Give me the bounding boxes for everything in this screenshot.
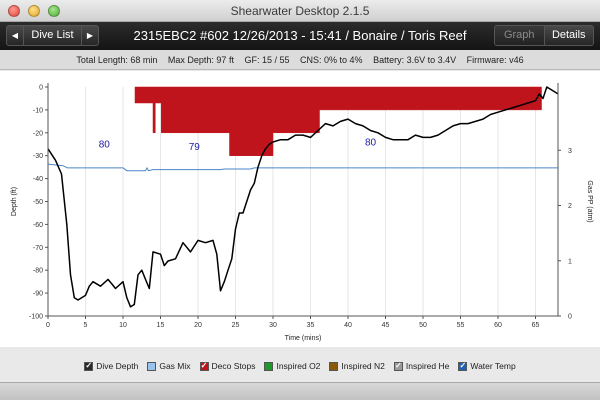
right-tick-label-1: 1 — [568, 258, 572, 265]
legend-deco-stops-label: Deco Stops — [211, 361, 256, 371]
battery: Battery: 3.6V to 3.4V — [373, 55, 457, 65]
legend-dive-depth[interactable]: ✓ Dive Depth — [84, 361, 138, 371]
legend-deco-stops[interactable]: ✓ Deco Stops — [199, 361, 256, 371]
x-tick-label-20: 20 — [194, 322, 202, 329]
left-tick-label--40: -40 — [33, 176, 43, 183]
temperature-label-0: 80 — [99, 140, 111, 151]
water-temp-line — [47, 163, 558, 172]
status-bar — [0, 382, 600, 400]
legend-gas-mix[interactable]: Gas Mix — [147, 361, 191, 371]
graph-tab[interactable]: Graph — [495, 26, 545, 45]
legend-dive-depth-checkbox[interactable]: ✓ — [84, 361, 94, 371]
right-axis-title: Gas PP (atm) — [586, 180, 593, 222]
left-axis-title: Depth (ft) — [11, 187, 18, 216]
left-tick-label--60: -60 — [33, 222, 43, 229]
x-tick-label-40: 40 — [344, 322, 352, 329]
legend: ✓ Dive Depth Gas Mix ✓ Deco Stops Inspired O2… — [0, 354, 600, 378]
x-tick-label-65: 65 — [532, 322, 540, 329]
zoom-window-icon[interactable] — [48, 5, 60, 17]
dive-summary: Total Length: 68 min Max Depth: 97 ft GF… — [0, 50, 600, 70]
left-tick-label--80: -80 — [33, 268, 43, 275]
right-tick-label-2: 2 — [568, 203, 572, 210]
dive-list-nav: ◀ Dive List ▶ — [6, 25, 99, 46]
legend-gas-mix-label: Gas Mix — [159, 361, 191, 371]
left-tick-label-0: 0 — [39, 85, 43, 92]
temperature-label-2: 80 — [365, 137, 377, 148]
left-tick-label--50: -50 — [33, 199, 43, 206]
left-tick-label--10: -10 — [33, 107, 43, 114]
legend-inspired-he[interactable]: ✓ Inspired He — [393, 361, 450, 371]
left-arrow-icon[interactable]: ◀ — [11, 31, 19, 40]
legend-deco-stops-checkbox[interactable]: ✓ — [199, 361, 209, 371]
window-title: Shearwater Desktop 2.1.5 — [230, 4, 370, 18]
legend-inspired-o2[interactable]: Inspired O2 — [264, 361, 320, 371]
close-window-icon[interactable] — [8, 5, 20, 17]
legend-gas-mix-checkbox[interactable] — [147, 361, 157, 371]
x-tick-label-60: 60 — [494, 322, 502, 329]
left-tick-label--20: -20 — [33, 130, 43, 137]
x-tick-label-45: 45 — [382, 322, 390, 329]
x-tick-label-25: 25 — [232, 322, 240, 329]
x-tick-label-50: 50 — [419, 322, 427, 329]
x-tick-label-35: 35 — [307, 322, 315, 329]
x-tick-label-15: 15 — [157, 322, 165, 329]
dive-chart-area[interactable]: 0 -10 -20 -30 -40 -50 -60 -70 -80 -90 -100 0 1 2 3 0 5 10… — [0, 71, 600, 347]
left-tick-label--90: -90 — [33, 291, 43, 298]
total-length: Total Length: 68 min — [76, 55, 158, 65]
details-tab[interactable]: Details — [544, 26, 593, 45]
cns: CNS: 0% to 4% — [300, 55, 363, 65]
right-arrow-icon[interactable]: ▶ — [86, 31, 94, 40]
x-tick-label-5: 5 — [84, 322, 88, 329]
legend-inspired-he-checkbox[interactable]: ✓ — [393, 361, 403, 371]
minimize-window-icon[interactable] — [28, 5, 40, 17]
legend-inspired-n2-checkbox[interactable] — [329, 361, 339, 371]
legend-water-temp-checkbox[interactable]: ✓ — [458, 361, 468, 371]
left-tick-label--30: -30 — [33, 153, 43, 160]
left-tick-label--70: -70 — [33, 245, 43, 252]
gradient-factors: GF: 15 / 55 — [244, 55, 290, 65]
dive-depth-line — [47, 86, 559, 308]
legend-dive-depth-label: Dive Depth — [96, 361, 139, 371]
title-bar: Shearwater Desktop 2.1.5 — [0, 0, 600, 22]
legend-inspired-he-label: Inspired He — [405, 361, 450, 371]
legend-inspired-o2-label: Inspired O2 — [276, 361, 321, 371]
left-tick-label--100: -100 — [29, 314, 43, 321]
max-depth: Max Depth: 97 ft — [167, 55, 234, 65]
x-tick-label-55: 55 — [457, 322, 465, 329]
legend-inspired-n2[interactable]: Inspired N2 — [329, 361, 385, 371]
toolbar: ◀ Dive List ▶ 2315EBC2 #602 12/26/2013 -… — [0, 22, 600, 50]
legend-inspired-n2-label: Inspired N2 — [341, 361, 385, 371]
legend-water-temp-label: Water Temp — [470, 361, 516, 371]
right-tick-label-3: 3 — [568, 148, 572, 155]
firmware: Firmware: v46 — [466, 55, 524, 65]
x-axis-title: Time (mins) — [285, 335, 322, 342]
legend-water-temp[interactable]: ✓ Water Temp — [458, 361, 516, 371]
x-tick-label-0: 0 — [46, 322, 50, 329]
temperature-label-1: 79 — [189, 142, 201, 153]
x-tick-label-10: 10 — [119, 322, 127, 329]
deco-stops-area — [134, 86, 542, 156]
legend-inspired-o2-checkbox[interactable] — [264, 361, 274, 371]
right-tick-label-0: 0 — [568, 314, 572, 321]
x-tick-label-30: 30 — [269, 322, 277, 329]
view-toggle: Graph Details — [494, 25, 594, 46]
dive-list-button[interactable]: Dive List — [23, 26, 82, 45]
